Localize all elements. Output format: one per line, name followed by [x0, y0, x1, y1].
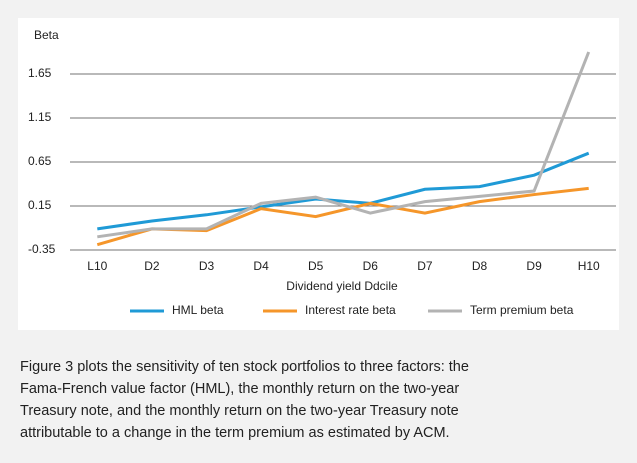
x-tick-label: H10: [578, 259, 600, 273]
x-tick-label: D5: [308, 259, 324, 273]
x-tick-label: D2: [144, 259, 160, 273]
y-tick-label: 0.15: [28, 198, 52, 212]
y-tick-label: 0.65: [28, 154, 52, 168]
x-tick-label: D6: [363, 259, 379, 273]
caption-line: Treasury note, and the monthly return on…: [20, 403, 459, 419]
legend-label: Interest rate beta: [305, 303, 396, 317]
legend-label: Term premium beta: [470, 303, 574, 317]
x-axis-title: Dividend yield Ddcile: [286, 279, 398, 293]
series-line: [97, 51, 591, 239]
y-tick-label: 1.65: [28, 66, 52, 80]
caption-line: attributable to a change in the term pre…: [20, 425, 450, 441]
x-tick-label: L10: [87, 259, 107, 273]
y-axis-title: Beta: [34, 28, 59, 42]
caption-line: Figure 3 plots the sensitivity of ten st…: [20, 359, 469, 375]
legend-label: HML beta: [172, 303, 224, 317]
y-tick-label: 1.15: [28, 110, 52, 124]
x-tick-label: D9: [526, 259, 542, 273]
x-tick-label: D7: [417, 259, 433, 273]
caption-line: Fama-French value factor (HML), the mont…: [20, 381, 460, 397]
chart-panel: [18, 18, 619, 330]
x-tick-label: D8: [472, 259, 488, 273]
caption: Figure 3 plots the sensitivity of ten st…: [20, 356, 620, 444]
y-tick-label: -0.35: [28, 242, 56, 256]
x-tick-label: D3: [199, 259, 215, 273]
chart: Beta Dividend yield Ddcile -0.35 0.15 0.65…: [18, 18, 619, 330]
series-line: [97, 151, 590, 231]
x-tick-label: D4: [253, 259, 269, 273]
